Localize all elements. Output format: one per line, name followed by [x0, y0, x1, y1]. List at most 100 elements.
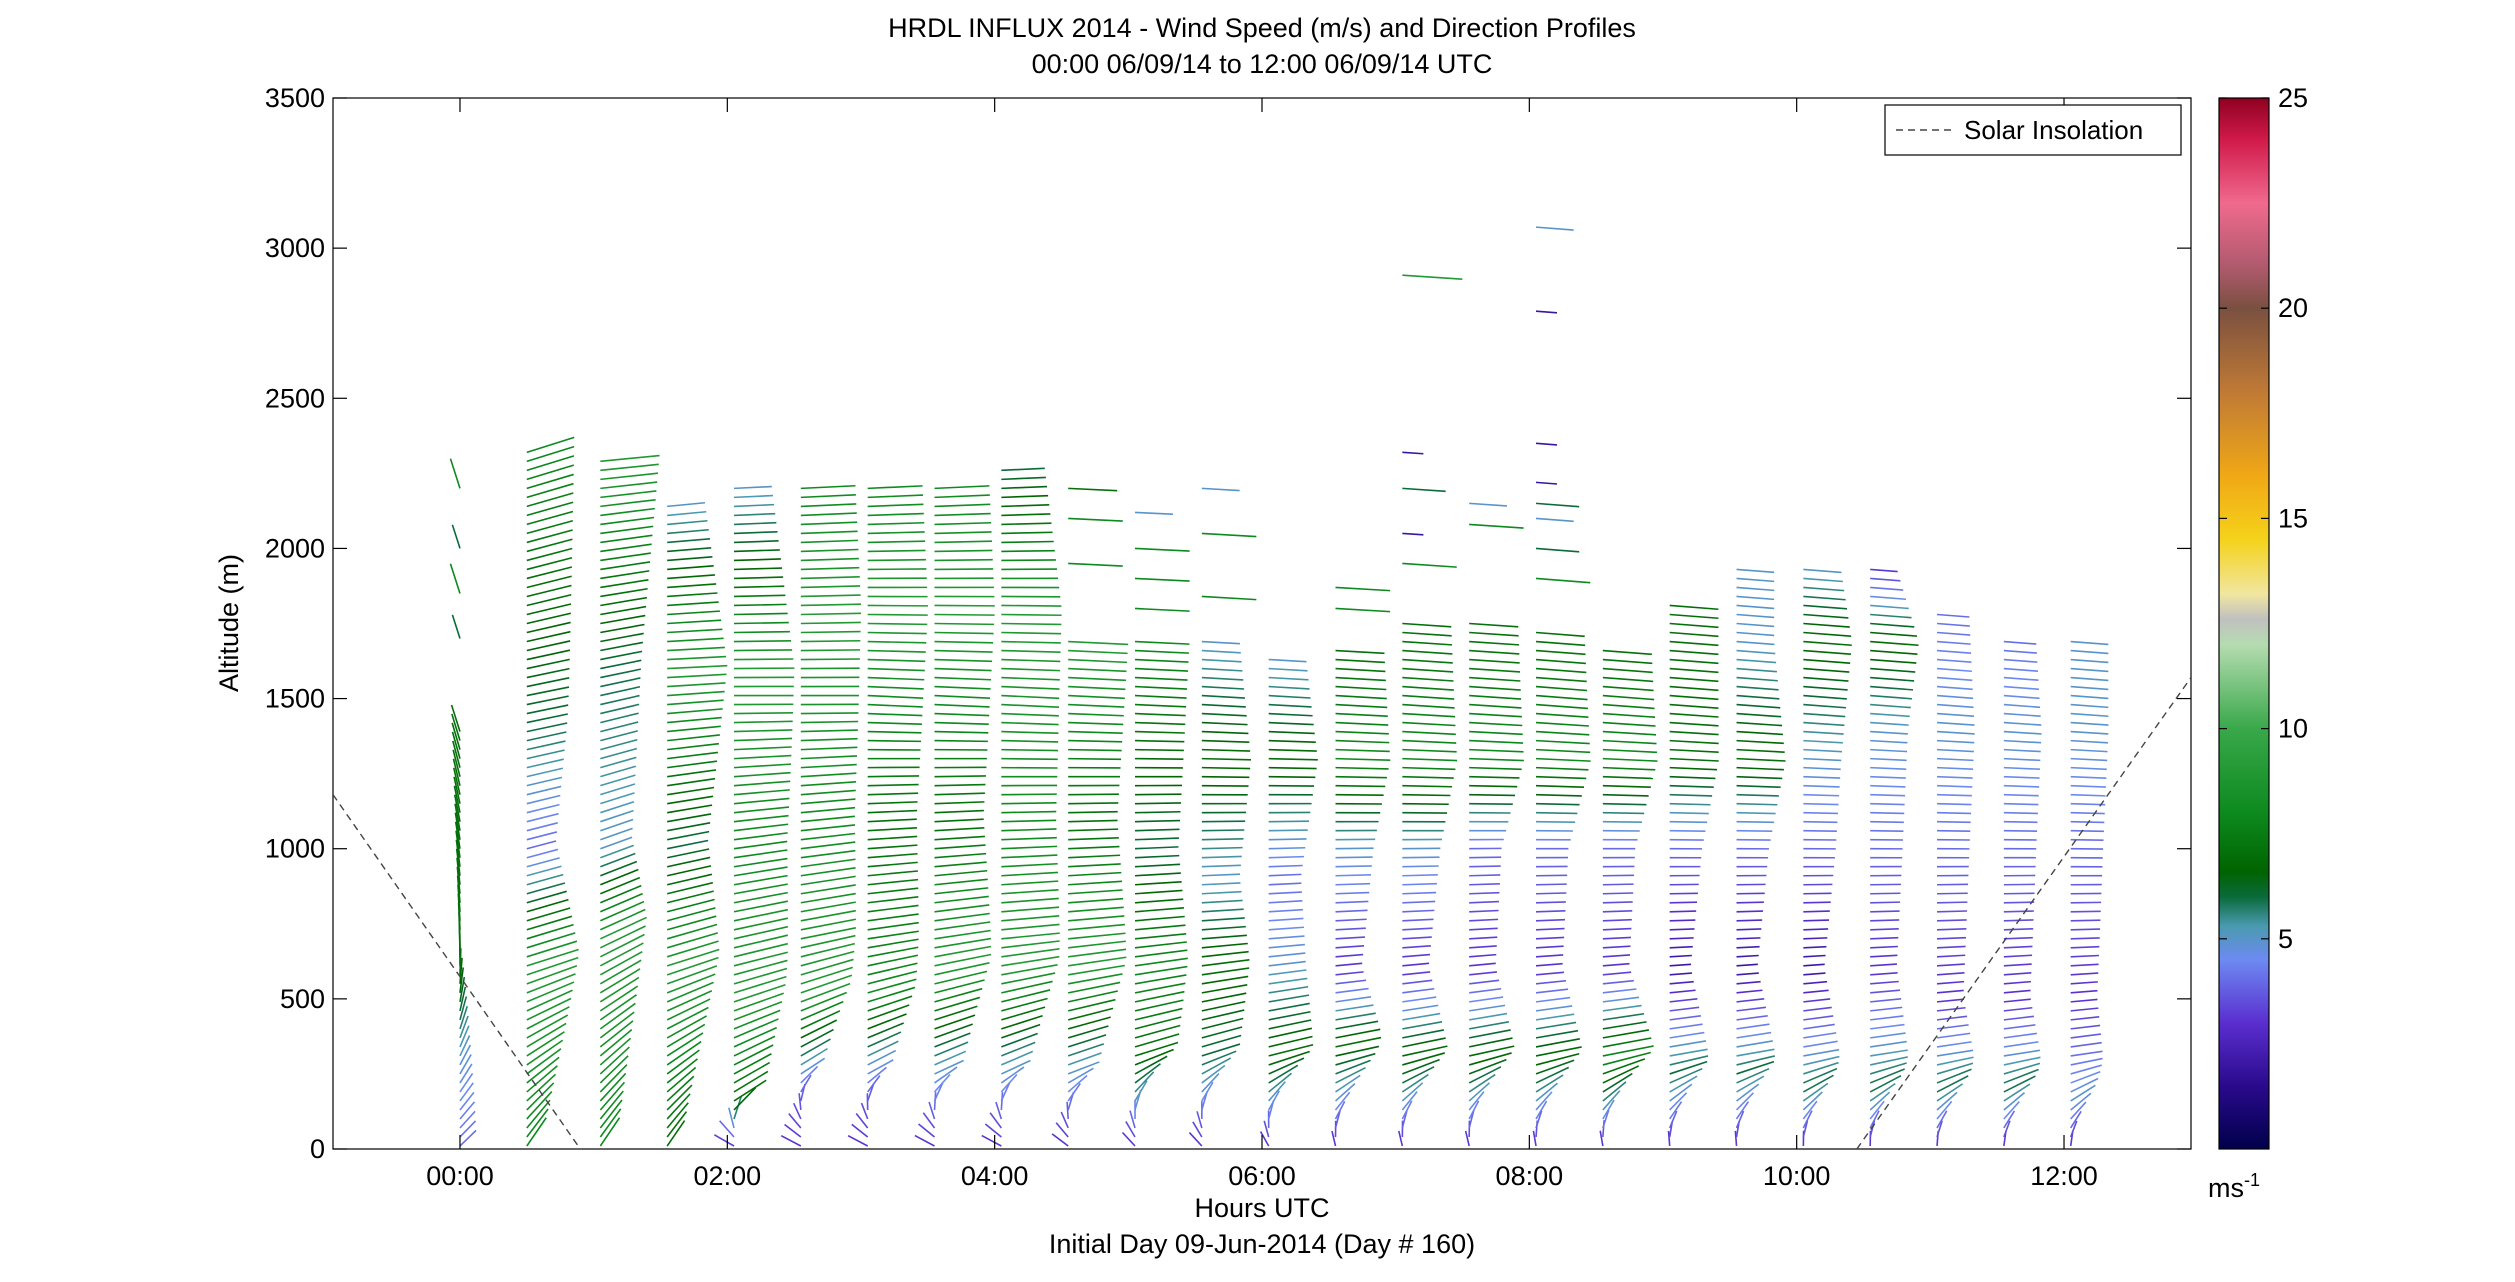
wind-barb: [1602, 936, 1631, 940]
wind-barb: [733, 540, 779, 544]
wind-barb: [800, 966, 853, 985]
wind-barb: [1870, 963, 1898, 967]
wind-barb: [855, 1112, 869, 1129]
wind-barb: [1736, 712, 1782, 718]
wind-barb: [459, 1129, 477, 1147]
wind-barb: [1067, 998, 1116, 1012]
wind-barb: [1134, 658, 1189, 663]
wind-barb: [1134, 1048, 1174, 1066]
wind-barb: [733, 1061, 771, 1084]
wind-barb: [867, 1004, 910, 1021]
wind-barb: [800, 658, 860, 661]
wind-barb: [666, 973, 716, 994]
wind-barb: [1134, 828, 1180, 832]
wind-barb: [1535, 766, 1589, 771]
colorbar-tick-label: 10: [2278, 714, 2308, 744]
wind-barb: [1535, 481, 1558, 485]
wind-barb: [1870, 775, 1906, 779]
wind-barb: [667, 856, 711, 868]
wind-barb: [1268, 694, 1311, 699]
wind-barb: [600, 507, 655, 517]
wind-barb: [1201, 658, 1242, 663]
wind-barb: [1735, 1101, 1750, 1120]
wind-barb: [1134, 863, 1181, 868]
wind-barb: [733, 763, 792, 769]
solar-insolation-line: [333, 677, 2191, 1149]
wind-barb: [667, 716, 722, 724]
wind-barb: [2003, 640, 2037, 645]
wind-barb: [1803, 1061, 1839, 1075]
wind-barb: [1268, 935, 1305, 940]
x-tick-label: 00:00: [426, 1161, 494, 1191]
wind-barb: [1268, 855, 1304, 859]
wind-barb: [1803, 694, 1847, 700]
wind-barb: [1736, 586, 1775, 592]
y-tick-label: 2500: [265, 383, 325, 413]
wind-barb: [1535, 1110, 1543, 1129]
wind-barb: [526, 575, 572, 589]
wind-barb: [2070, 694, 2109, 700]
wind-barb: [867, 962, 918, 976]
wind-barb: [526, 556, 573, 571]
wind-barb: [1469, 703, 1522, 709]
wind-barb: [1335, 676, 1386, 682]
wind-barb: [1201, 487, 1240, 492]
wind-barb: [867, 783, 919, 787]
wind-barb: [455, 839, 461, 867]
wind-barb: [600, 876, 641, 895]
wind-barb: [1736, 980, 1761, 985]
wind-barb: [1335, 1020, 1379, 1030]
wind-barb: [800, 806, 856, 814]
wind-barb: [2070, 945, 2100, 949]
wind-barb: [800, 942, 856, 958]
wind-barb: [1335, 757, 1391, 762]
chart-title: HRDL INFLUX 2014 - Wind Speed (m/s) and …: [888, 13, 1636, 43]
wind-barb: [922, 1112, 936, 1129]
wind-barb: [1134, 640, 1190, 645]
wind-barb: [934, 953, 992, 967]
wind-barb: [1535, 667, 1587, 674]
wind-barb: [666, 1111, 688, 1138]
wind-barb: [1068, 932, 1126, 940]
wind-barb: [1402, 712, 1456, 718]
wind-barb: [526, 686, 570, 697]
wind-barb: [1134, 1071, 1155, 1093]
wind-barb: [1001, 531, 1053, 535]
wind-barb: [733, 1035, 776, 1057]
wind-barb: [1936, 730, 1975, 735]
wind-barb: [2003, 1062, 2041, 1075]
wind-barb: [1669, 963, 1692, 967]
wind-barb: [600, 516, 655, 526]
wind-barb: [995, 1101, 1003, 1120]
wind-barb: [667, 501, 706, 508]
wind-barb: [1201, 1081, 1214, 1102]
wind-barb: [2070, 1101, 2087, 1120]
wind-barb: [1402, 757, 1458, 762]
wind-barb: [1268, 900, 1303, 904]
wind-barb: [2003, 998, 2031, 1003]
wind-barb: [526, 890, 567, 904]
wind-barb: [1068, 667, 1127, 673]
wind-barb: [1803, 730, 1844, 735]
wind-barb: [867, 861, 918, 868]
wind-barb: [526, 776, 563, 787]
wind-barb: [1201, 1034, 1242, 1048]
wind-barb: [2070, 640, 2109, 646]
wind-barb: [526, 964, 578, 985]
wind-barb: [459, 1101, 476, 1120]
wind-barb: [1402, 909, 1435, 913]
wind-barb: [1001, 694, 1060, 700]
wind-barb: [1335, 784, 1386, 788]
wind-barb: [1068, 819, 1118, 823]
wind-barb: [599, 968, 641, 994]
wind-barb: [1068, 897, 1124, 904]
wind-barb: [2003, 820, 2038, 824]
wind-barb: [800, 918, 856, 931]
wind-barb: [599, 1002, 636, 1030]
wind-barb: [934, 801, 985, 805]
wind-barb: [526, 1056, 560, 1084]
wind-barb: [1937, 901, 1968, 904]
y-tick-label: 0: [310, 1134, 325, 1164]
wind-barb: [1068, 676, 1126, 682]
wind-barbs: [449, 226, 2109, 1147]
